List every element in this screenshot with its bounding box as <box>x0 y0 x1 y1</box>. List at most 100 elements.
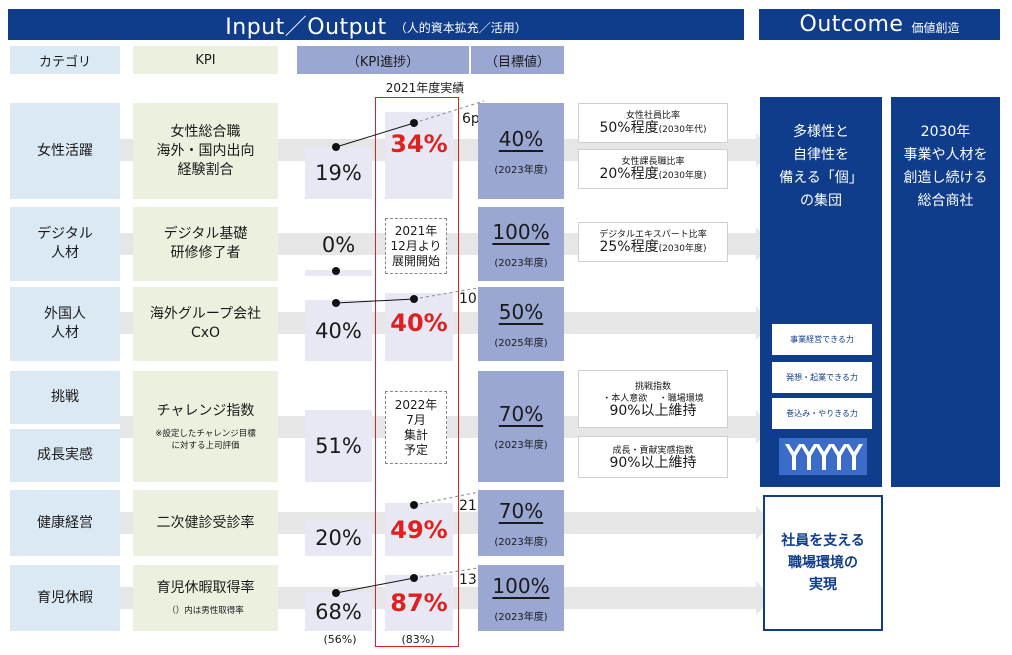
kpi-challenge: チャレンジ指数 ※設定したチャレンジ目標 に対する上司評価 <box>133 371 278 482</box>
goal-text: 2030年 事業や人材を 創造し続ける 総合商社 <box>891 121 1000 213</box>
diversity-line: 多様性と <box>793 124 849 140</box>
target-value: 100% <box>492 219 550 244</box>
baseline-male-value: (56%) <box>323 632 357 646</box>
category-line: 外国人 <box>44 306 86 322</box>
kpi-column-header: KPI <box>133 46 278 74</box>
kpi-line: 海外グループ会社 <box>149 306 262 322</box>
goal-2030-panel: 2030年 事業や人材を 創造し続ける 総合商社 <box>891 97 1000 487</box>
target-bar-challenge: 70% (2023年度) <box>478 371 564 482</box>
category-growth: 成長実感 <box>10 429 120 482</box>
note-line: 展開開始 <box>391 253 440 268</box>
baseline-dot-foreign <box>332 299 340 307</box>
baseline-value: 0% <box>321 233 356 257</box>
baseline-dot-childcare <box>332 589 340 597</box>
actual-bar-women: 34% <box>385 112 453 199</box>
note-line: 12月より <box>390 238 442 253</box>
diversity-line: 自律性を <box>793 147 849 163</box>
actual-bar-foreign: 40% <box>385 293 453 361</box>
progress-column-header: （KPI進捗） <box>297 46 469 74</box>
ability-execution: 巻込み・やりきる力 <box>772 398 872 429</box>
category-digital: デジタル 人材 <box>10 207 120 281</box>
actual-dot-health <box>410 501 418 509</box>
target-bar-digital: 100% (2023年度) <box>478 207 564 281</box>
kpi-label: 育児休暇取得率 <box>156 580 255 596</box>
people-figures-icon <box>785 443 863 470</box>
target-value: 40% <box>498 126 544 151</box>
goal-line: 創造し続ける <box>903 170 988 186</box>
category-line: 人材 <box>51 325 79 341</box>
target-value: 70% <box>498 402 544 426</box>
actual-value: 49% <box>390 515 448 544</box>
outcome-box-women-manager: 女性課長職比率 20%程度(2030年度) <box>578 149 728 189</box>
target-year: (2023年度) <box>494 164 548 176</box>
support-line: 実現 <box>809 577 837 593</box>
connector-childcare <box>335 577 415 594</box>
outcome-label: 女性社員比率 <box>625 111 680 121</box>
outcome-box-challenge: 挑戦指数 ・本人意欲 ・職場環境 90%以上維持 <box>578 370 728 428</box>
kpi-foreign: 海外グループ会社 CxO <box>133 287 278 361</box>
outcome-box-growth: 成長・貢献実感指数 90%以上維持 <box>578 436 728 478</box>
baseline-value: 19% <box>315 161 362 185</box>
target-year: (2023年度) <box>494 611 548 623</box>
category-column-header: カテゴリ <box>10 46 120 74</box>
category-childcare: 育児休暇 <box>10 565 120 631</box>
target-bar-foreign: 50% (2025年度) <box>478 287 564 361</box>
kpi-women: 女性総合職 海外・国内出向 経験割合 <box>133 103 278 199</box>
target-bar-childcare: 100% (2023年度) <box>478 565 564 631</box>
baseline-value: 20% <box>315 526 362 550</box>
ability-ideation: 発想・起業できる力 <box>772 362 872 393</box>
target-value: 100% <box>492 573 550 598</box>
kpi-note: （）内は男性取得率 <box>167 606 244 616</box>
actual-value: 87% <box>390 589 448 617</box>
outcome-label: 挑戦指数 <box>634 382 671 392</box>
kpi-line: 海外・国内出向 <box>156 142 255 159</box>
input-output-subtitle: （人的資本拡充／活用） <box>394 20 527 35</box>
kpi-line: 研修修了者 <box>170 245 241 261</box>
kpi-note-line: に対する上司評価 <box>171 440 240 451</box>
kpi-note-line: ※設定したチャレンジ目標 <box>155 428 256 439</box>
actual-dot-foreign <box>410 295 418 303</box>
outcome-value: 50%程度 <box>599 120 659 136</box>
outcome-title: Outcome <box>799 12 904 37</box>
kpi-line: 女性総合職 <box>170 123 241 140</box>
baseline-digital: 0% <box>305 230 372 260</box>
outcome-box-women-ratio: 女性社員比率 50%程度(2030年代) <box>578 103 728 143</box>
note-line: 集計 <box>403 427 428 442</box>
input-output-header: Input／Output （人的資本拡充／活用） <box>8 9 744 40</box>
support-line: 職場環境の <box>788 555 858 571</box>
kpi-label: チャレンジ指数 <box>156 402 255 419</box>
actual-value: 34% <box>390 129 448 158</box>
workplace-support-box: 社員を支える 職場環境の 実現 <box>763 495 883 631</box>
category-foreign: 外国人 人材 <box>10 287 120 361</box>
category-challenge: 挑戦 <box>10 371 120 424</box>
challenge-status-note: 2022年 7月 集計 予定 <box>385 391 447 464</box>
note-line: 2022年 <box>394 397 438 412</box>
target-value: 70% <box>498 498 544 523</box>
actual-male-value: (83%) <box>401 632 435 646</box>
support-line: 社員を支える <box>781 533 865 549</box>
category-line: デジタル <box>37 226 93 242</box>
actual-bar-health: 49% <box>385 503 453 556</box>
outcome-sub: ・職場環境 <box>658 394 704 404</box>
actual-dot-women <box>410 119 418 127</box>
goal-line: 2030年 <box>920 124 971 140</box>
baseline-dot-digital <box>332 267 340 275</box>
baseline-dot-women <box>332 143 340 151</box>
outcome-sub: ・本人意欲 <box>602 394 648 404</box>
people-group-icon <box>779 438 867 475</box>
diversity-text: 多様性と 自律性を 備える「個」 の集団 <box>760 121 882 213</box>
note-line: 予定 <box>403 442 428 457</box>
outcome-label: デジタルエキスパート比率 <box>599 230 707 240</box>
goal-line: 総合商社 <box>917 193 974 209</box>
baseline-value: 68% <box>315 599 362 624</box>
ability-business: 事業経営できる力 <box>772 324 872 355</box>
outcome-subtitle: 価値創造 <box>911 20 960 35</box>
target-bar-women: 40% (2023年度) <box>478 103 564 199</box>
baseline-value: 51% <box>315 434 362 458</box>
dashed-extension-women <box>413 100 485 124</box>
outcome-header: Outcome 価値創造 <box>759 9 1000 40</box>
connector-foreign <box>335 298 415 304</box>
actual-dot-childcare <box>410 574 418 582</box>
diversity-line: の集団 <box>800 193 842 209</box>
